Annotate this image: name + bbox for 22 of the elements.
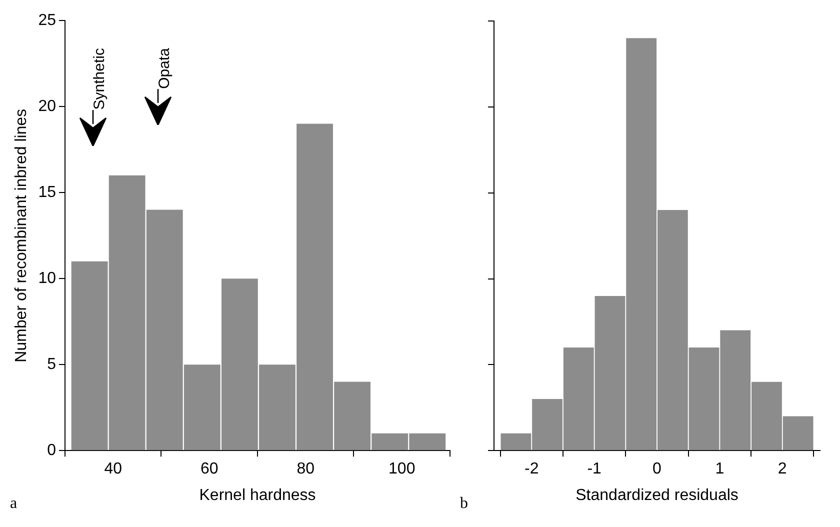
x-tick-label: -1 [587,460,602,478]
annotation: Synthetic [91,48,108,110]
y-tick-label: 10 [38,270,56,288]
x-tick-label: 0 [652,460,662,478]
x-axis-title: Kernel hardness [199,486,316,504]
y-tick-label: 5 [47,356,56,374]
x-tick-label: 80 [296,460,315,478]
x-tick-label: -2 [524,460,539,478]
x-tick-label: 40 [104,460,122,478]
x-tick-label: 100 [388,460,416,478]
y-tick-label: 25 [38,12,56,30]
y-tick-label: 20 [38,98,56,116]
x-axis-title: Standardized residuals [576,486,738,504]
y-tick-label: 15 [38,184,56,202]
x-tick-label: 60 [200,460,218,478]
y-axis-title: Number of recombinant inbred lines [13,108,30,362]
annotation: Opata [156,48,173,89]
x-tick-label: 2 [778,460,787,478]
y-tick-label: 0 [47,442,56,460]
text: b [460,495,468,513]
text: a [10,495,18,513]
x-tick-label: 1 [715,460,724,478]
